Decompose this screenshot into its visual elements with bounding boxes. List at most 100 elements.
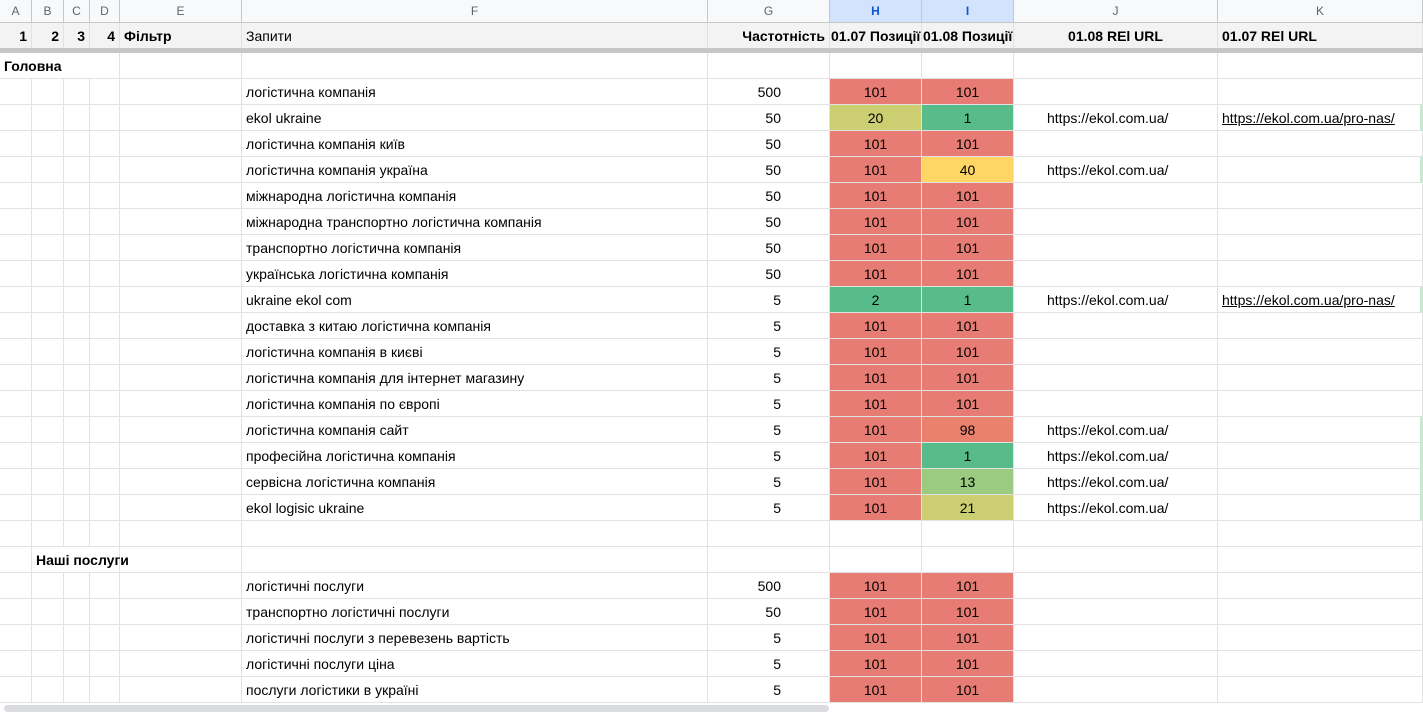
url-0108-cell[interactable]: [1014, 391, 1218, 417]
url-0108-cell[interactable]: [1014, 365, 1218, 391]
frequency-cell[interactable]: 5: [708, 625, 830, 651]
url-0108-cell[interactable]: [1014, 599, 1218, 625]
column-header-j[interactable]: J: [1014, 0, 1218, 23]
query-cell[interactable]: міжнародна логістична компанія: [242, 183, 708, 209]
query-cell[interactable]: логістична компанія по європі: [242, 391, 708, 417]
url-0107-cell[interactable]: [1218, 365, 1423, 391]
cell-e[interactable]: [120, 183, 242, 209]
position-0107-cell[interactable]: 101: [830, 157, 922, 183]
position-0108-cell[interactable]: 101: [922, 573, 1014, 599]
cell-b[interactable]: [32, 469, 64, 495]
cell-c[interactable]: [64, 287, 90, 313]
cell-d[interactable]: [90, 235, 120, 261]
column-header-h[interactable]: H: [830, 0, 922, 23]
cell-d[interactable]: [90, 157, 120, 183]
cell-e[interactable]: [120, 79, 242, 105]
cell-k[interactable]: [1218, 521, 1423, 547]
cell-e[interactable]: [120, 313, 242, 339]
cell-d[interactable]: [90, 365, 120, 391]
cell-b[interactable]: [32, 417, 64, 443]
frequency-cell[interactable]: 5: [708, 365, 830, 391]
cell-b[interactable]: [32, 105, 64, 131]
position-0107-cell[interactable]: 101: [830, 79, 922, 105]
url-0107-cell[interactable]: [1218, 313, 1423, 339]
header-cell-queries[interactable]: Запити: [242, 23, 708, 48]
cell-d[interactable]: [90, 391, 120, 417]
frequency-cell[interactable]: 5: [708, 443, 830, 469]
query-cell[interactable]: послуги логістики в україні: [242, 677, 708, 703]
url-0107-cell[interactable]: [1218, 339, 1423, 365]
cell-d[interactable]: [90, 287, 120, 313]
cell-a[interactable]: [0, 131, 32, 157]
cell-f[interactable]: [242, 521, 708, 547]
cell-k[interactable]: [1218, 53, 1423, 79]
cell-e[interactable]: [120, 677, 242, 703]
cell-e[interactable]: [120, 261, 242, 287]
cell-b[interactable]: [32, 573, 64, 599]
query-cell[interactable]: транспортно логістичні послуги: [242, 599, 708, 625]
cell-g[interactable]: [708, 547, 830, 573]
header-cell-url-0108[interactable]: 01.08 REl URL: [1014, 23, 1218, 48]
header-cell-positions-0108[interactable]: 01.08 Позиції: [922, 23, 1014, 48]
position-0107-cell[interactable]: 101: [830, 313, 922, 339]
cell-c[interactable]: [64, 651, 90, 677]
query-cell[interactable]: логістична компанія київ: [242, 131, 708, 157]
cell-d[interactable]: [90, 469, 120, 495]
query-cell[interactable]: логістична компанія україна: [242, 157, 708, 183]
cell-d[interactable]: [90, 79, 120, 105]
frozen-rows-divider[interactable]: [0, 48, 1423, 53]
cell-a[interactable]: [0, 677, 32, 703]
cell-e[interactable]: [120, 131, 242, 157]
query-cell[interactable]: професійна логістична компанія: [242, 443, 708, 469]
cell-h[interactable]: [830, 521, 922, 547]
position-0107-cell[interactable]: 101: [830, 651, 922, 677]
cell-c[interactable]: [64, 157, 90, 183]
cell-b[interactable]: [32, 235, 64, 261]
cell-a[interactable]: [0, 339, 32, 365]
cell-e[interactable]: [120, 599, 242, 625]
cell-d[interactable]: [90, 339, 120, 365]
url-0107-cell[interactable]: [1218, 651, 1423, 677]
cell-b[interactable]: [32, 521, 64, 547]
cell-a[interactable]: [0, 495, 32, 521]
url-0108-cell[interactable]: [1014, 209, 1218, 235]
position-0108-cell[interactable]: 13: [922, 469, 1014, 495]
position-0108-cell[interactable]: 1: [922, 105, 1014, 131]
cell-e[interactable]: [120, 443, 242, 469]
cell-b[interactable]: [32, 313, 64, 339]
cell-c[interactable]: [64, 105, 90, 131]
url-0107-cell[interactable]: https://ekol.com.ua/pro-nas/: [1218, 287, 1423, 313]
url-0108-cell[interactable]: https://ekol.com.ua/: [1014, 443, 1218, 469]
cell-d[interactable]: [90, 677, 120, 703]
query-cell[interactable]: транспортно логістична компанія: [242, 235, 708, 261]
position-0107-cell[interactable]: 101: [830, 599, 922, 625]
cell-d[interactable]: [90, 599, 120, 625]
cell-h[interactable]: [830, 547, 922, 573]
cell-c[interactable]: [64, 573, 90, 599]
position-0108-cell[interactable]: 101: [922, 391, 1014, 417]
cell-d[interactable]: [90, 417, 120, 443]
cell-a[interactable]: [0, 261, 32, 287]
section-title[interactable]: Головна: [0, 53, 120, 79]
frequency-cell[interactable]: 5: [708, 339, 830, 365]
query-cell[interactable]: ekol logisic ukraine: [242, 495, 708, 521]
frequency-cell[interactable]: 50: [708, 131, 830, 157]
cell-c[interactable]: [64, 417, 90, 443]
query-cell[interactable]: ukraine ekol com: [242, 287, 708, 313]
position-0108-cell[interactable]: 101: [922, 261, 1014, 287]
column-header-c[interactable]: C: [64, 0, 90, 23]
query-cell[interactable]: сервісна логістична компанія: [242, 469, 708, 495]
cell-d[interactable]: [90, 209, 120, 235]
url-0107-cell[interactable]: [1218, 235, 1423, 261]
column-header-i[interactable]: I: [922, 0, 1014, 23]
query-cell[interactable]: українська логістична компанія: [242, 261, 708, 287]
frequency-cell[interactable]: 50: [708, 105, 830, 131]
frequency-cell[interactable]: 500: [708, 79, 830, 105]
horizontal-scrollbar[interactable]: [4, 705, 829, 712]
cell-i[interactable]: [922, 521, 1014, 547]
cell-a[interactable]: [0, 287, 32, 313]
url-0108-cell[interactable]: https://ekol.com.ua/: [1014, 495, 1218, 521]
header-cell-a[interactable]: 1: [0, 23, 32, 48]
cell-c[interactable]: [64, 131, 90, 157]
cell-b[interactable]: [32, 443, 64, 469]
